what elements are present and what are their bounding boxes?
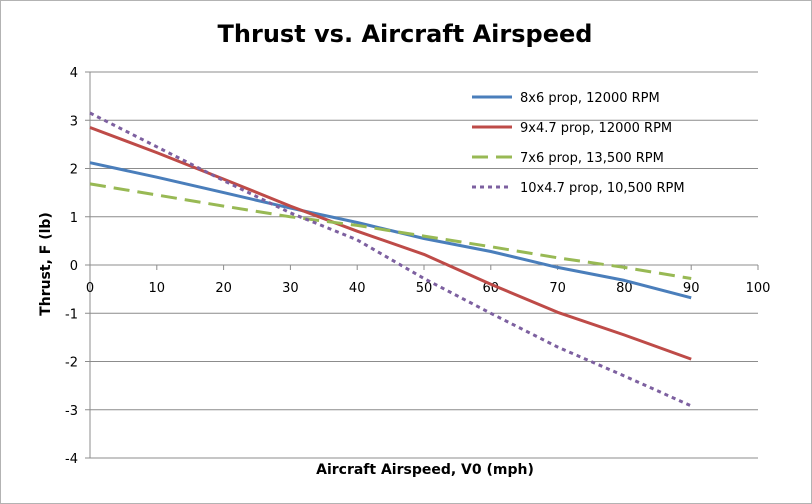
data-series (89, 111, 692, 408)
legend-label-4: 10x4.7 prop, 10,500 RPM (520, 181, 685, 196)
legend: 8x6 prop, 12000 RPM 9x4.7 prop, 12000 RPM… (472, 91, 685, 196)
x-tick-label: 40 (349, 281, 366, 296)
chart-title: Thrust vs. Aircraft Airspeed (218, 20, 593, 48)
series-line-3 (89, 182, 692, 280)
y-axis-title: Thrust, F (lb) (38, 212, 54, 316)
axes (85, 71, 759, 459)
series-line-1 (89, 161, 692, 300)
series-line-4 (89, 111, 692, 408)
x-tick-label: 90 (683, 281, 700, 296)
x-tick-label: 10 (149, 281, 166, 296)
y-tick-label: 0 (70, 259, 78, 274)
y-tick-label: 4 (70, 66, 78, 81)
legend-label-3: 7x6 prop, 13,500 RPM (520, 151, 664, 166)
y-tick-label: -1 (65, 307, 78, 322)
x-tick-label: 20 (215, 281, 232, 296)
y-tick-label: 1 (70, 211, 78, 226)
x-tick-label: 0 (86, 281, 94, 296)
legend-label-2: 9x4.7 prop, 12000 RPM (520, 121, 672, 136)
grid-lines (90, 71, 758, 459)
x-tick-label: 30 (282, 281, 299, 296)
y-tick-label: 3 (70, 114, 78, 129)
y-tick-label: 2 (70, 163, 78, 178)
x-axis-title: Aircraft Airspeed, V0 (mph) (316, 462, 534, 478)
x-tick-label: 80 (616, 281, 633, 296)
y-tick-label: -4 (65, 452, 78, 467)
legend-label-1: 8x6 prop, 12000 RPM (520, 91, 660, 106)
y-tick-label: -2 (65, 356, 78, 371)
series-line-2 (89, 126, 692, 361)
y-tick-label: -3 (65, 404, 78, 419)
x-tick-label: 100 (746, 281, 771, 296)
x-tick-label: 70 (549, 281, 566, 296)
x-tick-label: 50 (416, 281, 433, 296)
